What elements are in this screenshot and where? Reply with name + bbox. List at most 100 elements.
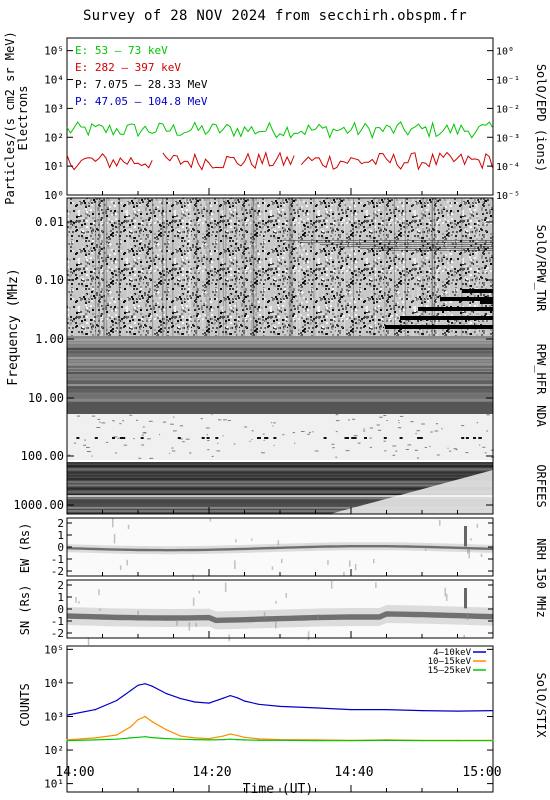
epd-left-tick-label-5: 10⁵	[44, 45, 64, 58]
sn-ticks-label-1: 1	[57, 591, 64, 604]
spec-tick-label-2: 1.00	[35, 332, 64, 346]
ew-features-speck	[119, 565, 122, 570]
nda-speckle	[185, 438, 190, 440]
tnr-streak	[236, 198, 238, 336]
nda-speckle	[149, 458, 152, 459]
sn-features-core	[66, 611, 494, 624]
nda-speckle	[86, 447, 90, 448]
nda-speckle	[112, 420, 115, 422]
nda-speckle	[119, 423, 122, 425]
figure-title: Survey of 28 NOV 2024 from secchirh.obsp…	[82, 8, 468, 24]
tnr-streak	[127, 198, 129, 336]
nda-dot	[461, 437, 465, 439]
nda-speckle	[170, 423, 174, 425]
stix-point-1-10	[208, 738, 210, 740]
nda-speckle	[435, 423, 439, 425]
stix-point-2-18	[350, 740, 352, 742]
stix-ticks: 10¹ 10² 10³ 10⁴ 10⁵	[44, 643, 493, 791]
tnr-streak	[404, 198, 406, 336]
nda-dot	[201, 437, 205, 439]
nda-speckle	[179, 438, 183, 440]
tnr-streak	[422, 198, 424, 336]
orfees-stripe	[67, 500, 493, 503]
tnr-streak	[289, 198, 291, 336]
nda-dot	[177, 437, 181, 439]
nda-speckle	[84, 439, 86, 441]
legend-p-7-28: P: 7.075 – 28.33 MeV	[75, 78, 208, 91]
stix-tick-label-0: 10¹	[44, 778, 64, 791]
x-axis-ticks	[66, 188, 494, 792]
sn-features-speck	[463, 634, 465, 639]
nda-speckle	[159, 434, 161, 436]
stix-point-0-15	[258, 703, 260, 705]
ew-features-speck	[439, 519, 441, 526]
ew-features-speck	[467, 549, 469, 554]
tnr-streak	[431, 198, 433, 336]
nda-speckle	[307, 433, 311, 435]
ew-features-burst	[464, 526, 467, 547]
hfr-stripe	[67, 399, 493, 401]
stix-point-2-19	[385, 739, 388, 741]
nrh-sn-features	[66, 581, 494, 646]
nda-speckle	[233, 443, 236, 445]
nda-speckle	[162, 421, 167, 423]
tnr-burst-step-3	[440, 297, 493, 301]
hfr-stripe	[67, 339, 493, 341]
hfr-stripe	[67, 363, 493, 365]
tnr-streak	[208, 198, 210, 336]
sn-features-speck	[188, 622, 191, 631]
nda-speckle	[206, 434, 208, 436]
nda-speckle	[136, 419, 139, 421]
nda-speckle	[251, 439, 253, 441]
spec-tick-label-1: 0.10	[35, 273, 64, 287]
stix-point-2-16	[279, 739, 281, 741]
nda-speckle	[416, 457, 420, 459]
tnr-streak	[184, 198, 186, 336]
ew-features-speck	[277, 540, 280, 546]
tnr-streak	[206, 198, 208, 336]
nda-speckle	[142, 432, 147, 434]
nda-speckle	[294, 442, 296, 444]
nda-speckle	[376, 424, 380, 426]
nda-speckle	[392, 445, 397, 447]
nda-speckle	[314, 450, 319, 452]
orfees-stripe	[67, 468, 493, 471]
nda-speckle	[189, 452, 192, 454]
tnr-streak	[417, 198, 419, 336]
stix-tick-label-1: 10²	[44, 744, 64, 757]
nda-speckle	[369, 427, 374, 429]
nda-speckle	[486, 430, 489, 432]
ew-features-speck	[349, 560, 351, 567]
nda-speckle	[352, 418, 356, 420]
nda-speckle	[383, 415, 387, 416]
nda-speckle	[461, 425, 465, 427]
tnr-streak	[291, 198, 293, 336]
nda-speckle	[271, 422, 273, 424]
stix-point-0-6	[151, 685, 153, 687]
tnr-streak	[412, 198, 414, 336]
ew-ticks-label-2: 0	[57, 541, 64, 554]
tnr-hline	[380, 250, 493, 251]
ew-features-speck	[468, 548, 470, 559]
tnr-streak	[88, 198, 90, 336]
tnr-streak	[118, 198, 120, 336]
nda-speckle	[200, 418, 203, 420]
epd-frame	[66, 37, 494, 196]
nda-speckle	[430, 431, 433, 433]
hfr-stripe	[67, 345, 493, 347]
hfr-stripe	[67, 336, 493, 338]
nda-speckle	[249, 440, 251, 442]
epd-right-tick-label-5: 10⁰	[496, 47, 514, 58]
nda-speckle	[410, 421, 414, 423]
stix-point-2-13	[236, 739, 238, 741]
nda-dot	[353, 437, 357, 439]
tnr-streak	[468, 198, 470, 336]
nda-speckle	[369, 437, 372, 439]
epd-right-label: SolO/EPD (ions)	[534, 64, 548, 172]
nda-speckle	[86, 451, 91, 452]
nda-features	[67, 402, 495, 459]
nda-speckle	[141, 444, 145, 446]
epd-ylabel-2: Electrons	[16, 85, 30, 150]
tnr-streak	[313, 198, 315, 336]
